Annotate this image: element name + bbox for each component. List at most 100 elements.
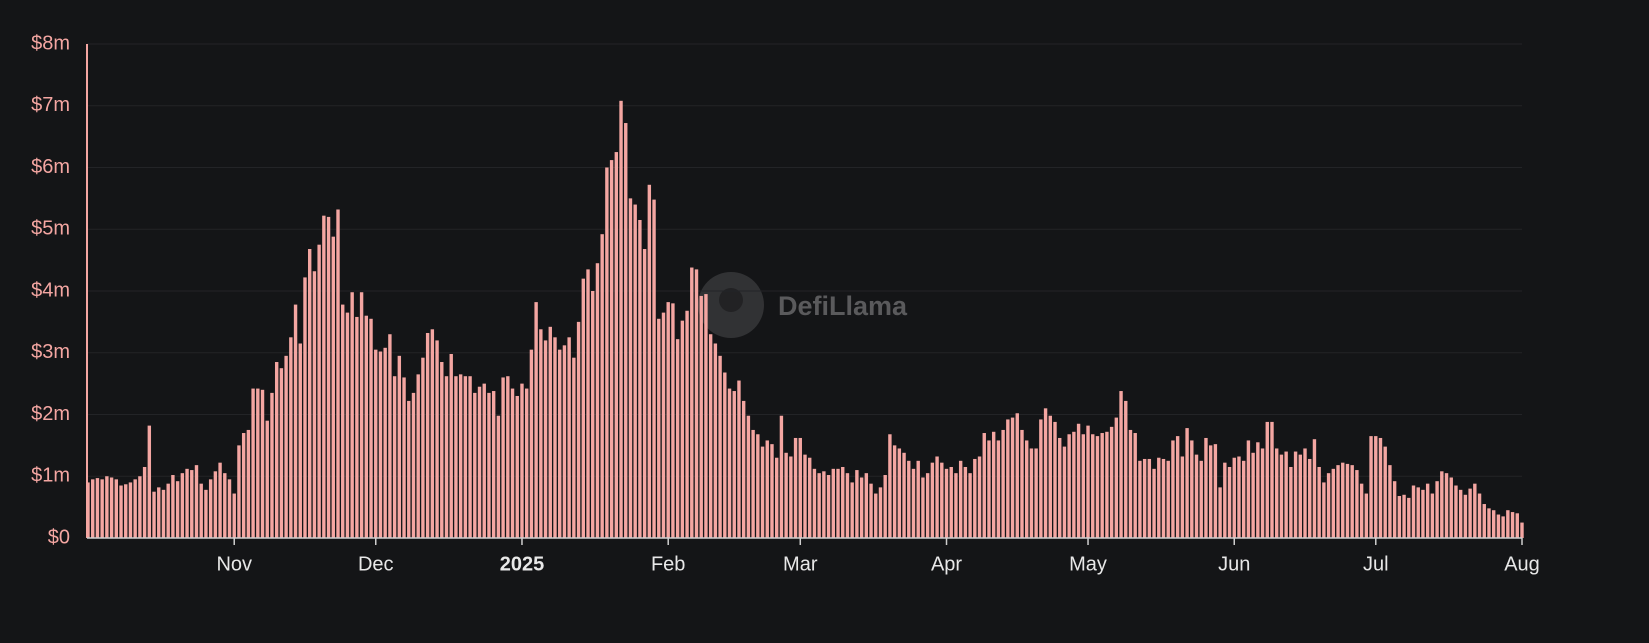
bar: [1407, 497, 1411, 538]
bar: [1491, 510, 1496, 538]
bar: [534, 302, 538, 538]
bar: [699, 295, 703, 538]
bar: [147, 425, 152, 538]
bar: [1388, 465, 1392, 538]
bar: [100, 479, 104, 538]
bar: [1208, 445, 1213, 538]
bar: [958, 460, 963, 538]
bar: [1152, 468, 1156, 538]
bar: [204, 489, 208, 538]
bar: [954, 473, 958, 538]
bar: [977, 456, 982, 538]
bar: [1175, 436, 1180, 538]
bar: [798, 437, 802, 538]
bar: [142, 466, 147, 538]
bar: [303, 277, 307, 538]
bar: [1520, 522, 1524, 538]
bar: [624, 123, 628, 538]
bar: [680, 320, 685, 538]
bar: [572, 357, 576, 538]
bar: [1317, 466, 1321, 538]
bar: [1473, 483, 1477, 538]
bar: [685, 310, 689, 538]
bar: [1232, 457, 1236, 538]
bar: [1015, 413, 1019, 538]
bar: [1383, 446, 1387, 538]
bar: [723, 372, 727, 538]
bar: [171, 475, 175, 538]
bar: [1246, 440, 1251, 538]
bar: [1284, 451, 1288, 538]
bar: [1293, 451, 1298, 538]
bar: [199, 483, 203, 538]
bar: [605, 167, 609, 538]
bar: [1067, 434, 1071, 538]
bar: [312, 271, 317, 538]
bar: [1458, 489, 1463, 538]
bar: [1223, 462, 1227, 538]
bar: [1298, 454, 1302, 538]
bar: [614, 152, 619, 538]
bar: [454, 376, 458, 538]
bar: [208, 479, 213, 538]
bar: [1322, 482, 1326, 538]
bar: [591, 291, 595, 538]
bar: [1506, 510, 1510, 538]
bar: [1001, 429, 1005, 538]
bar: [855, 470, 859, 538]
bar: [95, 478, 100, 538]
bar: [237, 445, 241, 538]
bar: [1081, 434, 1086, 538]
y-tick-label: $1m: [31, 465, 70, 487]
bar: [1251, 452, 1255, 538]
bar: [383, 347, 387, 538]
bar: [817, 473, 821, 538]
bar: [864, 473, 869, 538]
bar: [874, 493, 878, 538]
bar: [727, 388, 732, 538]
bar: [355, 316, 359, 538]
bar: [1062, 446, 1067, 538]
bar: [581, 278, 585, 538]
bar: [223, 473, 227, 538]
bar: [779, 415, 784, 538]
x-tick-label: 2025: [500, 553, 545, 575]
bar: [124, 484, 128, 538]
x-tick-label: Jun: [1218, 553, 1250, 575]
bar: [935, 456, 939, 538]
bar: [1034, 448, 1038, 538]
bar: [1020, 429, 1024, 538]
bar: [1185, 428, 1189, 538]
bar: [553, 337, 557, 538]
bar: [322, 215, 326, 539]
bar: [128, 482, 133, 538]
bar: [916, 460, 920, 538]
bar: [260, 389, 265, 538]
bar: [388, 334, 392, 538]
bar: [298, 343, 302, 538]
x-tick-label: Aug: [1504, 553, 1540, 575]
bar: [1157, 457, 1161, 538]
bar: [425, 332, 430, 538]
bar: [968, 473, 972, 538]
bar: [633, 204, 637, 539]
bar: [907, 460, 911, 538]
bar: [925, 473, 930, 538]
bar: [119, 485, 123, 538]
y-tick-label: $0: [48, 526, 70, 548]
bar: [1199, 460, 1203, 538]
bar: [567, 337, 571, 538]
bar: [586, 269, 590, 538]
bar: [1289, 466, 1293, 538]
bar: [218, 462, 222, 538]
bar: [105, 476, 109, 538]
bar: [652, 199, 656, 539]
bar: [789, 456, 793, 538]
bar: [1190, 440, 1194, 538]
bar: [175, 481, 180, 538]
bar: [449, 353, 453, 538]
bar: [892, 445, 897, 538]
bar: [364, 315, 369, 538]
bar: [496, 415, 501, 538]
bar: [1161, 458, 1166, 538]
